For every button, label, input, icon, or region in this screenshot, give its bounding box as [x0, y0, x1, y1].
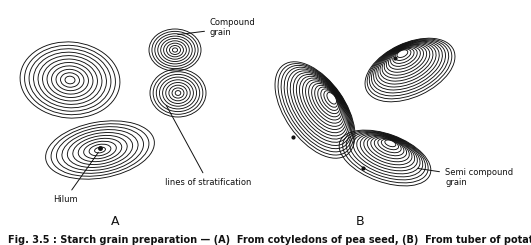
Text: Hilum: Hilum	[53, 152, 98, 204]
Text: Semi compound
grain: Semi compound grain	[418, 168, 513, 187]
Text: B: B	[356, 215, 364, 228]
Text: Fig. 3.5 : Starch grain preparation — (A)  From cotyledons of pea seed, (B)  Fro: Fig. 3.5 : Starch grain preparation — (A…	[8, 235, 531, 245]
Text: Iines of stratification: Iines of stratification	[165, 105, 251, 187]
Text: A: A	[111, 215, 119, 228]
Text: Compound
grain: Compound grain	[178, 18, 256, 37]
